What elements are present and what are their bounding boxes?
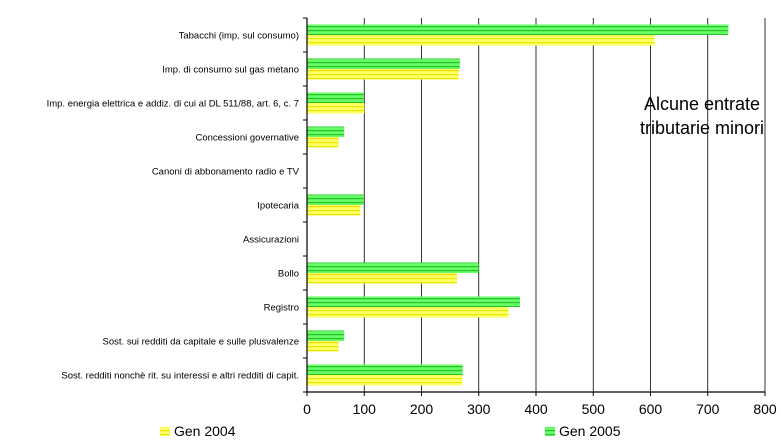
- category-label: Ipotecaria: [257, 201, 299, 212]
- legend-label: Gen 2005: [559, 423, 621, 439]
- annotation-line-2: tributarie minori: [639, 118, 765, 138]
- bar-gen-2004: [307, 375, 463, 386]
- legend-swatch: [545, 427, 555, 436]
- category-label: Concessioni governative: [195, 133, 299, 144]
- category-label: Registro: [264, 303, 299, 314]
- category-label: Imp. energia elettrica e addiz. di cui a…: [47, 99, 299, 110]
- bar-gen-2005: [307, 364, 463, 375]
- x-tick-label: 600: [639, 401, 663, 417]
- bar-gen-2005: [307, 126, 345, 137]
- bar-gen-2004: [307, 307, 509, 318]
- bars: [307, 24, 729, 386]
- bar-gen-2005: [307, 262, 479, 273]
- x-tick-label: 400: [524, 401, 548, 417]
- category-label: Assicurazioni: [243, 235, 299, 246]
- category-label: Canoni di abbonamento radio e TV: [152, 167, 300, 178]
- x-tick-label: 0: [303, 401, 311, 417]
- axes: [306, 18, 765, 393]
- bar-gen-2005: [307, 58, 460, 69]
- category-label: Bollo: [278, 269, 299, 280]
- bar-gen-2004: [307, 205, 361, 216]
- legend-swatch: [160, 427, 170, 436]
- x-tick-label: 100: [353, 401, 377, 417]
- bar-gen-2004: [307, 273, 457, 284]
- x-tick-label: 300: [467, 401, 491, 417]
- chart-annotation: Alcune entrate tributarie minori: [627, 92, 777, 140]
- x-tick-label: 200: [410, 401, 434, 417]
- x-tick-label: 700: [696, 401, 720, 417]
- x-tick-labels: 0 100 200 300 400 500 600 700 800: [303, 401, 777, 417]
- bar-gen-2005: [307, 24, 729, 35]
- bar-gen-2005: [307, 330, 345, 341]
- category-label: Sost. redditi nonchè rit. su interessi e…: [61, 371, 299, 382]
- category-label: Sost. sui redditi da capitale e sulle pl…: [103, 337, 299, 348]
- category-label: Imp. di consumo sul gas metano: [162, 65, 299, 76]
- x-tick-label: 500: [582, 401, 606, 417]
- category-labels: Tabacchi (imp. sul consumo) Imp. di consu…: [47, 31, 300, 382]
- bar-gen-2004: [307, 137, 339, 148]
- bar-gen-2005: [307, 296, 520, 307]
- bar-gen-2004: [307, 69, 459, 80]
- bar-gen-2005: [307, 92, 364, 103]
- legend: Gen 2004 Gen 2005: [160, 423, 621, 439]
- x-tick-label: 800: [753, 401, 777, 417]
- bar-gen-2004: [307, 35, 655, 46]
- bar-gen-2004: [307, 103, 365, 114]
- annotation-line-1: Alcune entrate: [643, 94, 761, 114]
- gridlines: [303, 17, 766, 396]
- bar-gen-2005: [307, 194, 364, 205]
- category-label: Tabacchi (imp. sul consumo): [179, 31, 299, 42]
- bar-gen-2004: [307, 341, 339, 352]
- legend-label: Gen 2004: [174, 423, 236, 439]
